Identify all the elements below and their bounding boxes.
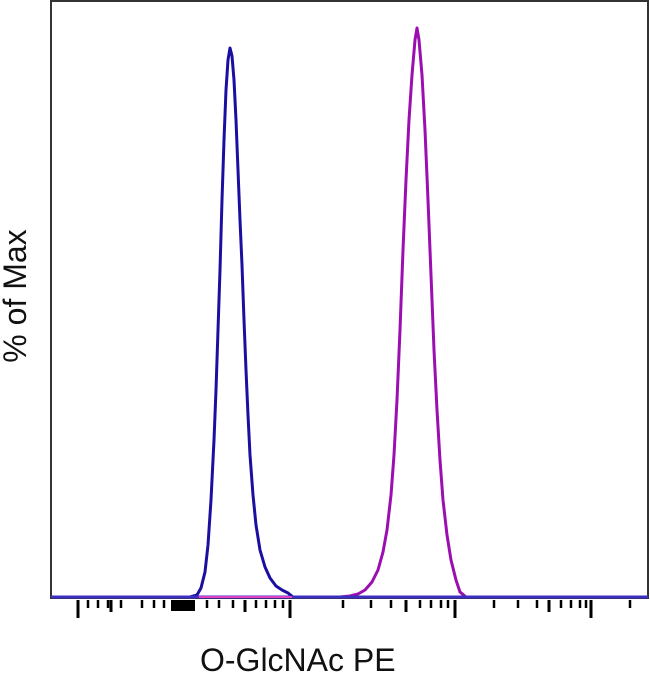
- x-axis-label: O-GlcNAc PE: [200, 642, 396, 678]
- plot-frame: [50, 0, 649, 599]
- x-axis-ticks: [76, 600, 632, 618]
- y-axis-label: % of Max: [0, 229, 33, 363]
- control-histogram-line: [51, 46, 648, 599]
- sample-histogram-line: [51, 26, 648, 599]
